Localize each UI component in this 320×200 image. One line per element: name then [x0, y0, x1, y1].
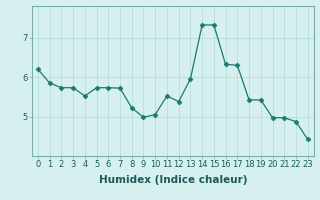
X-axis label: Humidex (Indice chaleur): Humidex (Indice chaleur)	[99, 175, 247, 185]
